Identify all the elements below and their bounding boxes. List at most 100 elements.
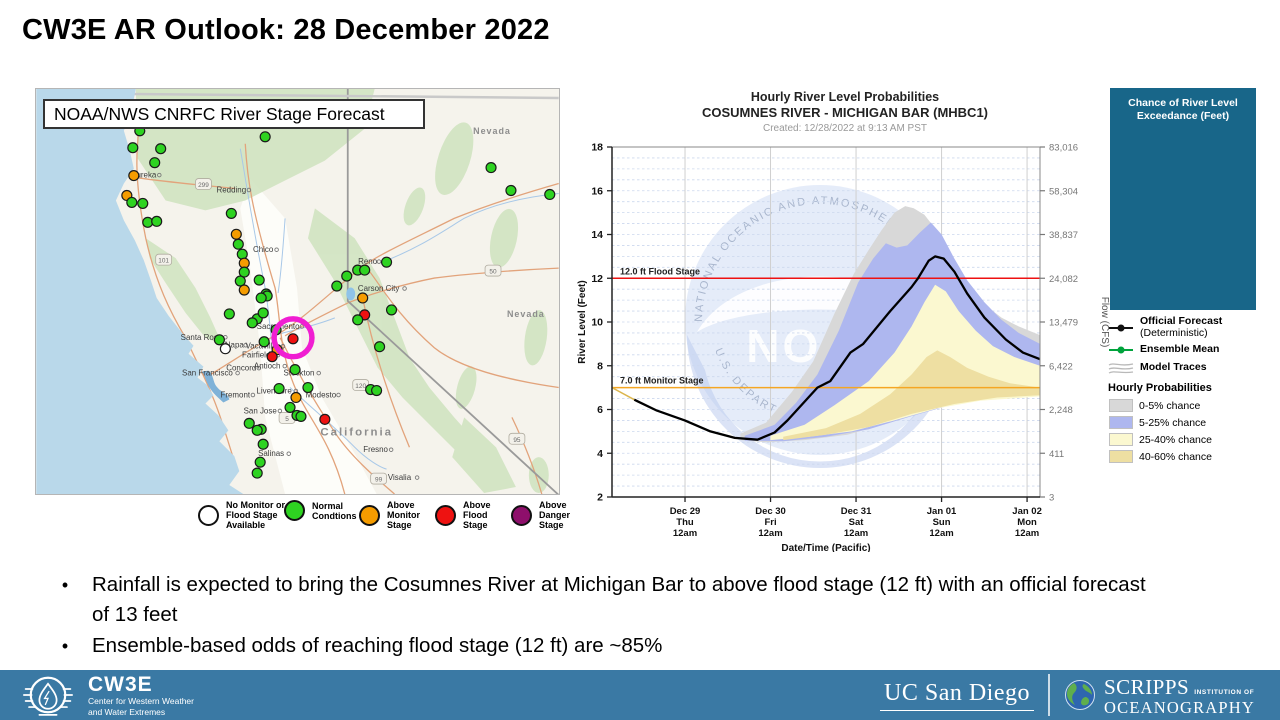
chart-title: Hourly River Level Probabilities xyxy=(750,90,940,104)
map-caption: NOAA/NWS CNRFC River Stage Forecast xyxy=(43,99,425,129)
highway-shield-label: 95 xyxy=(513,437,521,444)
summary-bullets: • Rainfall is expected to bring the Cosum… xyxy=(60,570,1165,662)
probability-swatch xyxy=(1109,433,1133,446)
probability-swatch xyxy=(1109,416,1133,429)
bullet-text: Rainfall is expected to bring the Cosumn… xyxy=(92,573,1146,626)
x-tick-day: Thu xyxy=(676,517,694,528)
map-legend-label: Above Monitor Stage xyxy=(387,500,420,530)
station-dot xyxy=(223,308,235,320)
map-legend-item: Normal Condtions xyxy=(284,500,357,521)
cw3e-subtitle-line1: Center for Western Weather xyxy=(88,695,194,706)
station-dot xyxy=(357,292,369,304)
exceedance-title: Chance of River Level Exceedance (Feet) xyxy=(1128,97,1238,122)
highway-shield-label: 5 xyxy=(285,416,289,423)
cw3e-wordmark: CW3E Center for Western Weather and Wate… xyxy=(88,674,194,717)
state-border xyxy=(346,89,559,494)
bullet-glyph: • xyxy=(61,636,69,656)
central-valley xyxy=(240,178,377,494)
city-dot xyxy=(402,286,407,291)
city-label: Fairfield xyxy=(242,351,270,360)
station-dot xyxy=(151,215,163,227)
city-dot xyxy=(277,408,283,414)
city-label: Fresno xyxy=(363,445,388,454)
map-legend-item: Above Danger Stage xyxy=(511,500,570,530)
y-left-tick: 6 xyxy=(597,404,603,416)
city-label: Chico xyxy=(253,245,274,254)
band-25-40chance xyxy=(770,284,1040,441)
station-dot xyxy=(374,341,386,353)
city-label: Modesto xyxy=(306,390,337,399)
station-dot xyxy=(254,456,266,468)
station-dot xyxy=(243,417,255,429)
highway-shield xyxy=(508,432,526,445)
official-forecast-line xyxy=(633,255,1041,441)
highlight-ring xyxy=(271,316,315,360)
highway-shield xyxy=(484,264,502,277)
station-dot xyxy=(219,343,231,355)
observed-line xyxy=(611,386,635,401)
x-tick-day: Fri xyxy=(764,517,776,528)
map-legend-dot-P xyxy=(511,504,532,526)
x-tick-day: Sat xyxy=(849,517,865,528)
y-left-tick: 10 xyxy=(591,317,603,329)
city-dot xyxy=(282,363,288,369)
city-dot xyxy=(376,259,382,264)
city-label: Antioch xyxy=(254,362,281,371)
station-dot xyxy=(137,197,149,210)
station-dot xyxy=(287,333,299,345)
y-left-tick: 14 xyxy=(591,229,603,241)
state-label: Nevada xyxy=(507,309,545,319)
station-dot xyxy=(258,336,270,348)
bullet-item: • Ensemble-based odds of reaching flood s… xyxy=(60,631,1165,661)
station-dot xyxy=(371,384,383,397)
chart-created-timestamp: Created: 12/28/2022 at 9:13 AM PST xyxy=(763,123,927,134)
y-left-axis-label: River Level (Feet) xyxy=(577,280,588,363)
station-dot xyxy=(485,162,497,174)
chart-legend-label: Official Forecast (Deterministic) xyxy=(1140,315,1223,339)
station-dot xyxy=(251,467,263,479)
station-dot xyxy=(230,228,242,240)
station-dot xyxy=(236,248,248,260)
exceedance-panel: Chance of River Level Exceedance (Feet) xyxy=(1110,88,1256,310)
bullet-item: • Rainfall is expected to bring the Cosum… xyxy=(60,570,1165,630)
station-dot xyxy=(331,280,343,292)
y-right-tick: 13,479 xyxy=(1049,318,1078,329)
stage-line-label: 7.0 ft Monitor Stage xyxy=(620,376,704,386)
x-tick-time: 12am xyxy=(673,528,697,539)
station-dot xyxy=(289,364,301,376)
highway-shield-label: 120 xyxy=(355,383,366,390)
station-dot xyxy=(295,410,307,422)
scripps-globe-icon xyxy=(1065,680,1095,710)
city-dot xyxy=(246,187,252,193)
station-dot xyxy=(505,184,517,197)
probability-swatch xyxy=(1109,399,1133,412)
chart-title-block: Hourly River Level Probabilities COSUMNE… xyxy=(585,90,1105,134)
city-dot xyxy=(274,247,279,252)
station-dot xyxy=(257,438,269,450)
y-left-tick: 2 xyxy=(597,492,603,504)
station-dot xyxy=(273,382,285,395)
city-dot xyxy=(157,172,162,178)
city-label: San Francisco xyxy=(182,369,233,378)
river-stage-map: Nevada Nevada California 101 299 5 99 50 95 120 Eu… xyxy=(35,88,560,495)
x-tick-time: 12am xyxy=(758,528,782,539)
city-label: Concord xyxy=(226,364,256,373)
scripps-logo-block: SCRIPPS INSTITUTION OF OCEANOGRAPHY xyxy=(1064,675,1255,716)
band-40-60chance xyxy=(783,350,1040,441)
probability-legend-item: 0-5% chance xyxy=(1108,399,1273,412)
station-dot xyxy=(232,238,244,250)
city-dot xyxy=(388,447,394,452)
scripps-name: SCRIPPS xyxy=(1104,675,1190,699)
cw3e-subtitle-line2: and Water Extremes xyxy=(88,706,166,717)
map-legend-item: Above Monitor Stage xyxy=(359,500,420,530)
station-dot xyxy=(290,391,302,404)
station-dot xyxy=(126,196,138,209)
map-legend-label: No Monitor or Flood Stage Available xyxy=(226,500,285,530)
map-road-top xyxy=(130,92,559,100)
station-dot xyxy=(238,266,250,278)
city-dot xyxy=(336,392,341,398)
x-tick-date: Dec 29 xyxy=(670,506,701,517)
probability-legend-item: 25-40% chance xyxy=(1108,433,1273,446)
y-right-tick: 2,248 xyxy=(1049,405,1073,416)
station-dot xyxy=(359,264,371,276)
